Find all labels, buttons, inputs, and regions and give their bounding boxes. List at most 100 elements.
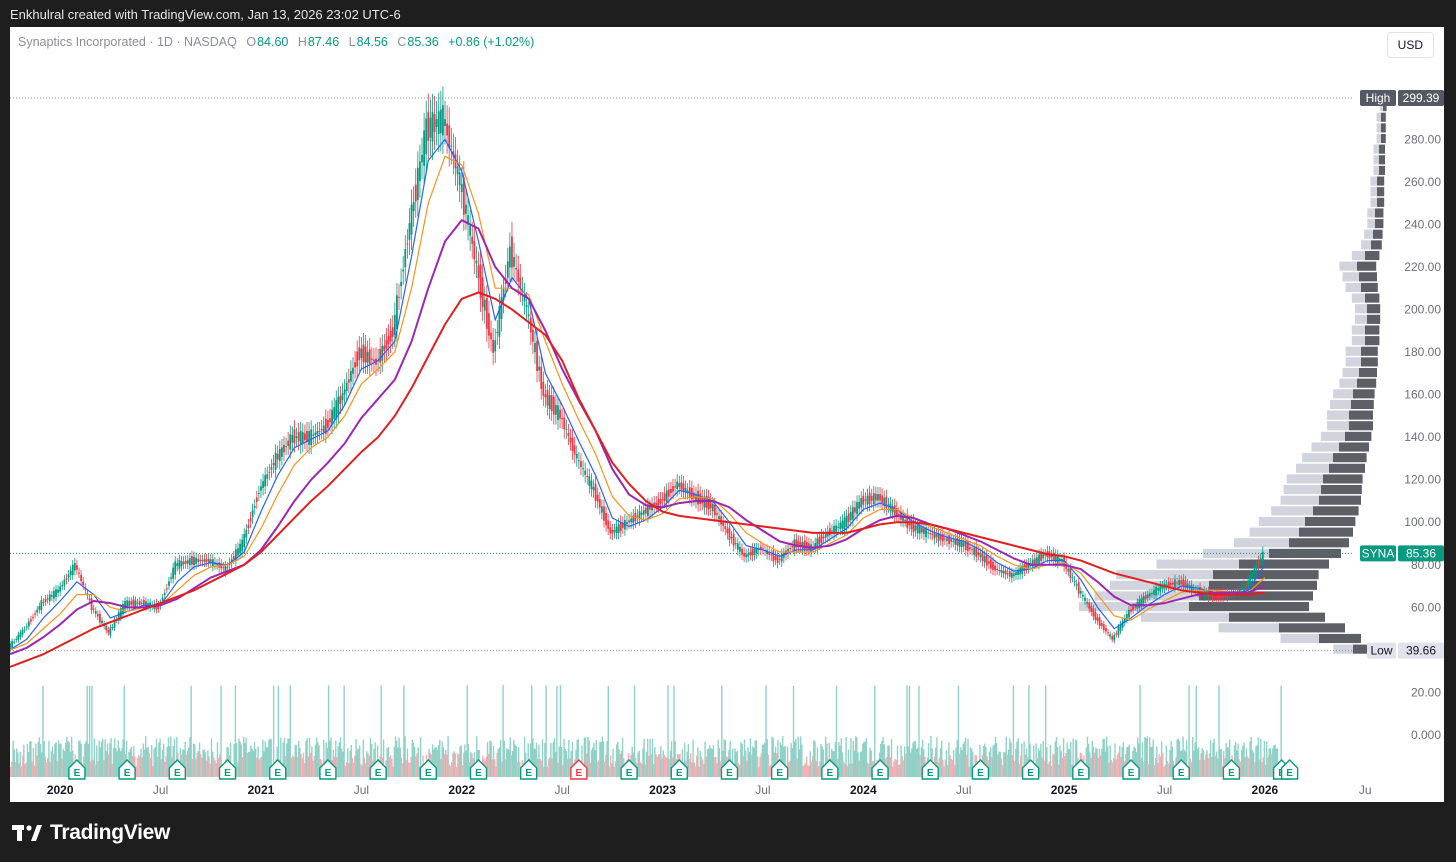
candle-body	[1079, 590, 1082, 594]
volume-bar	[997, 754, 999, 777]
volume-profile-bar	[1345, 346, 1361, 356]
volume-bar	[663, 754, 666, 777]
volume-bar	[923, 749, 925, 777]
price-chart[interactable]: 0.00020.0040.0060.0080.00100.00120.00140…	[10, 27, 1444, 802]
candle-body	[320, 429, 323, 431]
candle-body	[833, 526, 835, 534]
volume-bar	[1208, 753, 1211, 777]
volume-bar	[960, 747, 962, 777]
candle-body	[1255, 565, 1258, 570]
candle-body	[389, 330, 392, 342]
volume-bar	[1109, 745, 1111, 777]
volume-bar	[443, 753, 446, 777]
chart-pane[interactable]: 0.00020.0040.0060.0080.00100.00120.00140…	[10, 27, 1444, 802]
candle-body	[224, 565, 227, 572]
volume-bar	[796, 758, 798, 777]
earnings-icon: E	[1172, 759, 1190, 780]
volume-bar	[1153, 765, 1156, 777]
candle-body	[546, 390, 549, 406]
candle-body	[837, 526, 840, 528]
volume-bar	[657, 754, 660, 777]
volume-bar	[772, 738, 774, 777]
volume-bar	[1163, 766, 1165, 777]
candle-body	[841, 520, 844, 529]
volume-bar	[447, 736, 449, 777]
candle-body	[53, 590, 55, 599]
volume-bar	[292, 755, 294, 777]
volume-profile-bar	[1333, 453, 1367, 463]
volume-bar	[1266, 741, 1268, 777]
volume-bar	[1189, 758, 1191, 777]
volume-bar	[847, 749, 850, 777]
volume-bar	[1023, 741, 1025, 777]
volume-profile	[1079, 102, 1387, 654]
volume-bar	[850, 738, 852, 777]
volume-bar	[56, 760, 59, 777]
tradingview-brand[interactable]: TradingView	[12, 821, 170, 845]
candle-body	[299, 430, 302, 445]
currency-button[interactable]: USD	[1386, 32, 1434, 58]
volume-bar	[489, 740, 491, 777]
candle-body	[452, 151, 455, 157]
volume-bar	[369, 738, 372, 777]
earnings-icon: E	[921, 759, 939, 780]
volume-bar	[753, 747, 755, 777]
volume-bar	[100, 741, 103, 777]
volume-bar	[1235, 741, 1237, 777]
candle-body	[588, 476, 591, 486]
volume-bar	[607, 685, 609, 777]
volume-bar	[553, 738, 556, 777]
candle-body	[960, 540, 963, 548]
volume-bar	[1044, 685, 1047, 777]
volume-bar	[615, 744, 618, 777]
candle-body	[1050, 555, 1053, 558]
candle-body	[711, 503, 714, 512]
volume-profile-bar	[1079, 602, 1189, 612]
candle-body	[347, 379, 350, 383]
volume-bar	[405, 760, 407, 777]
volume-profile-bar	[1209, 580, 1317, 590]
volume-bar	[1096, 748, 1098, 777]
volume-bar	[621, 737, 624, 777]
earnings-icon-label: E	[1128, 768, 1135, 779]
volume-bar	[307, 756, 309, 777]
candle-body	[76, 565, 78, 570]
candle-body	[268, 471, 271, 473]
candle-body	[163, 592, 166, 595]
candle-body	[255, 497, 258, 503]
candle-body	[506, 261, 509, 278]
symbol-legend: Synaptics Incorporated · 1D · NASDAQ O84…	[18, 35, 534, 49]
candle-body	[1113, 634, 1116, 641]
earnings-icon: E	[369, 759, 387, 780]
candle-body	[874, 493, 877, 501]
volume-bar	[57, 740, 60, 777]
volume-bar	[298, 740, 300, 777]
candle-body	[580, 461, 582, 468]
volume-bar	[562, 765, 564, 777]
volume-bar	[1213, 738, 1215, 777]
volume-bar	[1105, 736, 1108, 777]
volume-bar	[102, 739, 104, 777]
candle-body	[665, 490, 668, 502]
candle-body	[358, 347, 361, 361]
earnings-icon-label: E	[1178, 768, 1185, 779]
candle-body	[536, 341, 538, 372]
candle-body	[1251, 574, 1254, 577]
volume-bar	[857, 752, 859, 777]
volume-bar	[569, 758, 571, 777]
volume-bar	[109, 743, 111, 777]
candle-body	[678, 483, 681, 487]
earnings-icon: E	[620, 759, 638, 780]
candle-body	[644, 507, 647, 514]
volume-bar	[768, 766, 771, 777]
y-axis: 0.00020.0040.0060.0080.00100.00120.00140…	[1404, 132, 1441, 742]
volume-bar	[963, 741, 966, 777]
candle-body	[61, 585, 64, 587]
candle-body	[1261, 551, 1264, 560]
candle-body	[80, 574, 83, 582]
volume-bar	[565, 750, 568, 777]
x-tick-label: Jul	[1157, 783, 1172, 797]
volume-bar	[570, 750, 572, 777]
volume-bar	[348, 763, 350, 777]
symbol-name[interactable]: Synaptics Incorporated · 1D · NASDAQ	[18, 35, 237, 49]
